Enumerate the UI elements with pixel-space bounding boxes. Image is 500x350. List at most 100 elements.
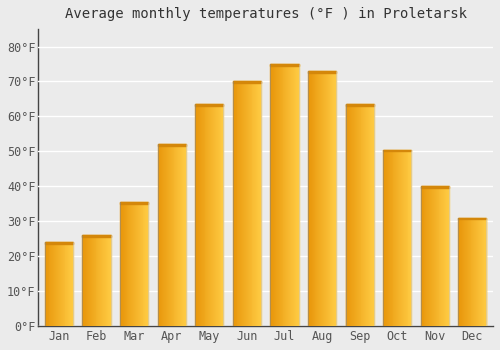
Bar: [144, 202, 146, 326]
Bar: [470, 218, 472, 326]
Bar: [94, 235, 96, 326]
Bar: [406, 149, 408, 326]
Bar: [276, 64, 277, 326]
Bar: [272, 64, 273, 326]
Bar: [45, 242, 46, 326]
Bar: [206, 104, 208, 326]
Bar: [434, 186, 435, 326]
Bar: [133, 202, 134, 326]
Bar: [92, 235, 94, 326]
Bar: [387, 149, 388, 326]
Bar: [362, 104, 364, 326]
Bar: [484, 218, 486, 326]
Bar: [126, 202, 128, 326]
Bar: [447, 186, 448, 326]
Bar: [353, 104, 354, 326]
Bar: [257, 82, 258, 326]
Bar: [60, 242, 61, 326]
Bar: [103, 235, 104, 326]
Bar: [179, 144, 180, 326]
Bar: [383, 149, 412, 151]
Bar: [390, 149, 392, 326]
Bar: [176, 144, 178, 326]
Bar: [184, 144, 185, 326]
Bar: [198, 104, 199, 326]
Bar: [147, 202, 148, 326]
Bar: [323, 71, 324, 326]
Bar: [98, 235, 100, 326]
Bar: [352, 104, 353, 326]
Bar: [440, 186, 442, 326]
Bar: [256, 82, 257, 326]
Bar: [86, 235, 87, 326]
Bar: [48, 242, 50, 326]
Bar: [466, 218, 468, 326]
Bar: [178, 144, 179, 326]
Bar: [401, 149, 402, 326]
Bar: [436, 186, 438, 326]
Bar: [64, 242, 66, 326]
Bar: [278, 64, 279, 326]
Bar: [84, 235, 85, 326]
Bar: [87, 235, 88, 326]
Bar: [364, 104, 366, 326]
Bar: [259, 82, 260, 326]
Bar: [481, 218, 482, 326]
Bar: [468, 218, 469, 326]
Bar: [475, 218, 476, 326]
Bar: [476, 218, 477, 326]
Bar: [465, 218, 466, 326]
Bar: [446, 186, 447, 326]
Bar: [308, 71, 309, 326]
Bar: [130, 202, 132, 326]
Bar: [354, 104, 355, 326]
Bar: [292, 64, 293, 326]
Bar: [215, 104, 216, 326]
Bar: [408, 149, 410, 326]
Bar: [394, 149, 396, 326]
Bar: [373, 104, 374, 326]
Bar: [312, 71, 314, 326]
Bar: [309, 71, 310, 326]
Bar: [482, 218, 484, 326]
Bar: [120, 202, 121, 326]
Bar: [196, 104, 197, 326]
Bar: [444, 186, 445, 326]
Bar: [107, 235, 108, 326]
Bar: [477, 218, 478, 326]
Bar: [358, 104, 360, 326]
Bar: [122, 202, 123, 326]
Bar: [384, 149, 385, 326]
Bar: [55, 242, 56, 326]
Bar: [105, 235, 106, 326]
Bar: [158, 144, 160, 326]
Bar: [245, 82, 246, 326]
Bar: [167, 144, 168, 326]
Bar: [295, 64, 296, 326]
Bar: [404, 149, 406, 326]
Bar: [273, 64, 274, 326]
Bar: [426, 186, 428, 326]
Bar: [216, 104, 217, 326]
Bar: [222, 104, 224, 326]
Bar: [58, 242, 59, 326]
Bar: [56, 242, 57, 326]
Bar: [371, 104, 372, 326]
Bar: [182, 144, 183, 326]
Bar: [385, 149, 386, 326]
Bar: [243, 82, 244, 326]
Bar: [422, 186, 424, 326]
Bar: [142, 202, 144, 326]
Bar: [428, 186, 429, 326]
Bar: [294, 64, 295, 326]
Bar: [68, 242, 69, 326]
Bar: [458, 218, 486, 219]
Bar: [461, 218, 462, 326]
Bar: [146, 202, 147, 326]
Bar: [322, 71, 323, 326]
Bar: [90, 235, 91, 326]
Bar: [324, 71, 325, 326]
Bar: [270, 64, 298, 66]
Bar: [72, 242, 73, 326]
Bar: [242, 82, 243, 326]
